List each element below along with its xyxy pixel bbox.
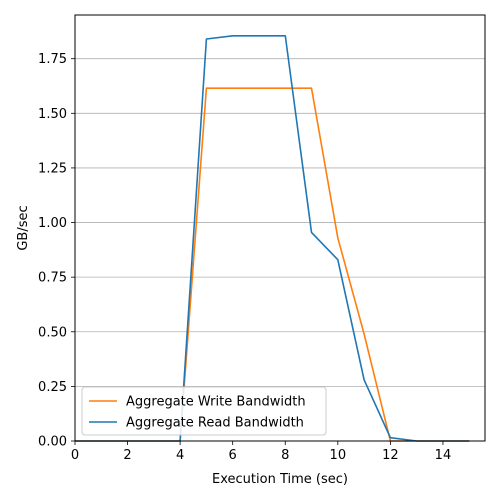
y-axis-label: GB/sec [16, 205, 31, 250]
x-axis-label: Execution Time (sec) [212, 472, 348, 487]
x-tick-label: 4 [176, 448, 184, 463]
x-tick-label: 8 [281, 448, 289, 463]
y-tick-label: 1.50 [38, 107, 67, 122]
legend: Aggregate Write Bandwidth Aggregate Read … [81, 386, 327, 436]
legend-box [81, 386, 327, 436]
legend-label: Aggregate Write Bandwidth [126, 395, 306, 410]
x-axis-ticks: 0 2 4 6 8 10 12 14 [71, 441, 451, 463]
y-tick-label: 0.25 [38, 380, 67, 395]
y-tick-label: 0.00 [38, 435, 67, 450]
x-tick-label: 10 [330, 448, 347, 463]
x-tick-label: 6 [229, 448, 237, 463]
y-tick-label: 1.00 [38, 216, 67, 231]
x-tick-label: 12 [382, 448, 399, 463]
x-tick-label: 0 [71, 448, 79, 463]
y-tick-label: 0.75 [38, 271, 67, 286]
x-tick-label: 2 [123, 448, 131, 463]
x-tick-label: 14 [435, 448, 452, 463]
y-axis-ticks: 0.00 0.25 0.50 0.75 1.00 1.25 1.50 1.75 [38, 52, 75, 450]
y-tick-label: 0.50 [38, 325, 67, 340]
plot-frame [74, 14, 486, 442]
y-tick-label: 1.75 [38, 52, 67, 67]
legend-label: Aggregate Read Bandwidth [126, 416, 304, 431]
y-tick-label: 1.25 [38, 161, 67, 176]
